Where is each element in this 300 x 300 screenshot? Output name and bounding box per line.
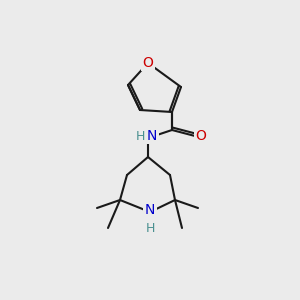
Text: H: H	[135, 130, 145, 142]
Text: O: O	[142, 56, 153, 70]
Text: O: O	[196, 129, 206, 143]
Text: N: N	[147, 129, 157, 143]
Text: H: H	[145, 221, 155, 235]
Text: N: N	[145, 203, 155, 217]
